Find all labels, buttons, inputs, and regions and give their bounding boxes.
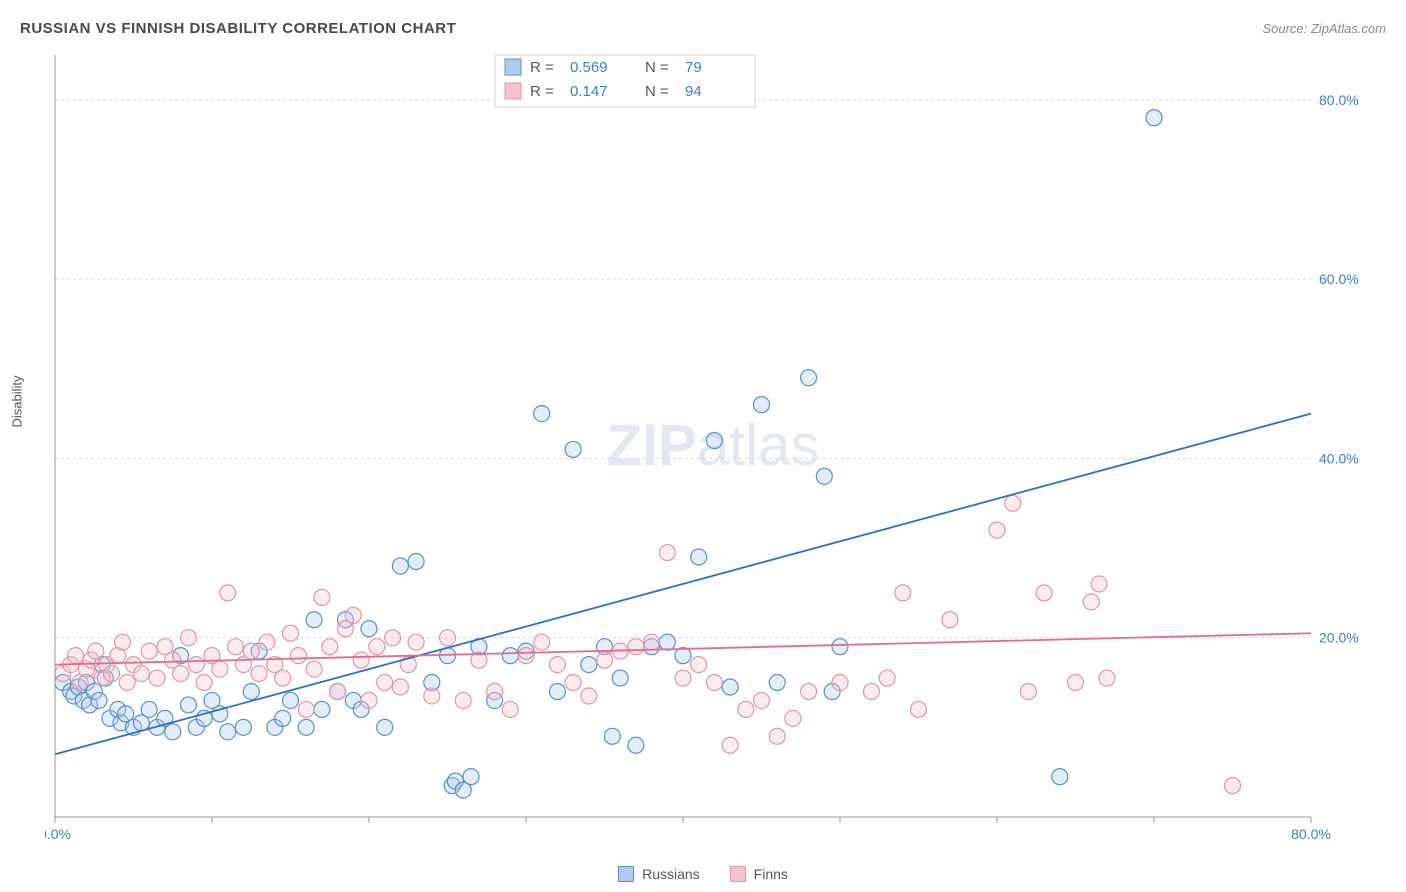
svg-text:80.0%: 80.0% — [1291, 826, 1331, 842]
bottom-legend: Russians Finns — [0, 866, 1406, 882]
svg-text:94: 94 — [685, 83, 702, 100]
svg-text:80.0%: 80.0% — [1319, 92, 1359, 108]
legend-item-finns: Finns — [730, 866, 788, 882]
legend-swatch-russians — [618, 866, 634, 882]
source-attribution: Source: ZipAtlas.com — [1262, 21, 1386, 36]
chart-area: Disability 20.0%40.0%60.0%80.0% ZIPatlas… — [45, 45, 1381, 847]
svg-text:R =: R = — [530, 83, 554, 100]
svg-text:0.0%: 0.0% — [45, 826, 71, 842]
svg-text:N =: N = — [645, 83, 669, 100]
y-axis-label: Disability — [10, 375, 25, 427]
svg-text:20.0%: 20.0% — [1319, 630, 1359, 646]
chart-header: RUSSIAN VS FINNISH DISABILITY CORRELATIO… — [20, 20, 1386, 37]
svg-text:40.0%: 40.0% — [1319, 450, 1359, 466]
scatter-plot: 20.0%40.0%60.0%80.0% ZIPatlas 0.0%80.0% … — [45, 45, 1381, 847]
legend-label-russians: Russians — [642, 866, 700, 882]
svg-text:0.147: 0.147 — [570, 83, 608, 100]
legend-swatch-finns — [730, 866, 746, 882]
legend-item-russians: Russians — [618, 866, 700, 882]
svg-text:0.569: 0.569 — [570, 59, 608, 76]
chart-title: RUSSIAN VS FINNISH DISABILITY CORRELATIO… — [20, 20, 456, 37]
svg-text:N =: N = — [645, 59, 669, 76]
svg-text:79: 79 — [685, 59, 702, 76]
legend-label-finns: Finns — [754, 866, 788, 882]
svg-text:R =: R = — [530, 59, 554, 76]
svg-text:60.0%: 60.0% — [1319, 271, 1359, 287]
